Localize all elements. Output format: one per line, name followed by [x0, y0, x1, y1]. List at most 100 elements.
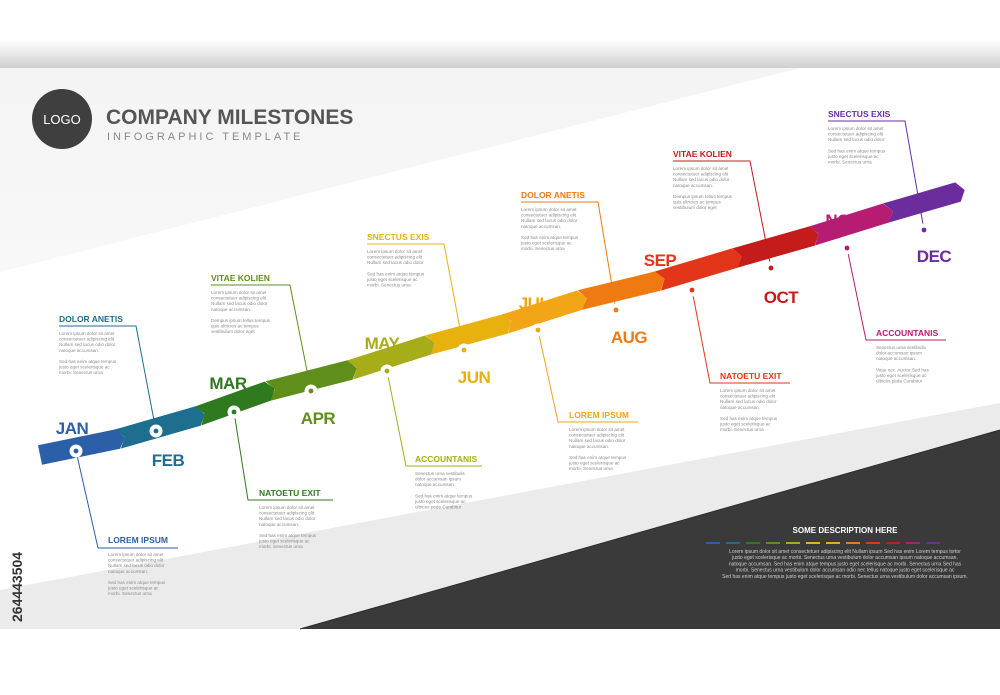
month-label: FEB: [152, 451, 185, 470]
milestone-text-line: Nullam sed lacus odio dolor: [211, 301, 268, 306]
milestone-dot-center: [461, 347, 467, 353]
color-dash: [726, 542, 740, 544]
milestone-text-line: natoque accumsan.: [108, 569, 148, 574]
milestone-text-line: Sed has enim atque tempus: [720, 416, 778, 421]
milestone-text-line: Sed has enim atque tempus: [569, 455, 627, 460]
milestone-text-line: Nullam sed lacus odio dolor: [59, 342, 116, 347]
color-dash: [806, 542, 820, 544]
milestone-text-line: vestibulum dolor eget: [673, 205, 717, 210]
connector-line: [828, 120, 925, 231]
milestone-text-line: natoque accumsan.: [720, 405, 760, 410]
milestone-dot-center: [384, 368, 390, 374]
timeline-segment: [502, 290, 587, 334]
milestone-dot-center: [613, 307, 619, 313]
milestone-title: LOREM IPSUM: [108, 535, 168, 545]
milestone-title: VITAE KOLIEN: [211, 273, 270, 283]
month-label: MAY: [365, 334, 401, 353]
milestone-text-line: natoque accumsan.: [59, 348, 99, 353]
connector-line: [846, 247, 946, 341]
milestone-text-line: Sed has enim atque tempus: [521, 235, 579, 240]
milestone-text-line: morbi. Senectus urna: [259, 544, 303, 549]
milestone-text-line: morbi. Senectus urna: [367, 283, 411, 288]
color-dash: [706, 542, 720, 544]
milestone-text-line: justo eget scelerisque ac: [414, 499, 466, 504]
milestone-text-line: natoque accumsan.: [569, 444, 609, 449]
milestone-text-line: Sed has enim atque tempus: [108, 580, 166, 585]
month-label: JUL: [519, 294, 550, 313]
milestone-text-line: Senectus urna vestibulis: [415, 471, 465, 476]
connector-line: [521, 201, 617, 311]
month-label: JAN: [56, 419, 89, 438]
connector-line: [59, 325, 157, 432]
connector-line: [75, 450, 178, 549]
timeline-segment: [346, 335, 435, 380]
milestone-text-line: Sed has enim atque tempus: [259, 533, 317, 538]
color-dash: [746, 542, 760, 544]
color-dash: [926, 542, 940, 544]
side-id: 264443504: [9, 552, 25, 622]
milestone-text-line: consectetuer adipiscing elit: [521, 213, 577, 218]
milestone-text-line: consectetuer adipiscing elit: [720, 394, 776, 399]
color-dash: [786, 542, 800, 544]
description-line: justo eget scelerisque ac morbi. Senectu…: [731, 555, 958, 561]
description-line: morbi. Senectus urna vestibulum dolor ac…: [736, 568, 955, 574]
milestone-dot-center: [73, 448, 79, 454]
connector-line: [233, 411, 333, 501]
milestone-text-line: vestibulum dolor eget: [211, 329, 255, 334]
milestone-text-line: Lorem ipsum dolor sit amet: [259, 505, 315, 510]
page-subtitle: INFOGRAPHIC TEMPLATE: [107, 131, 304, 143]
month-label: AUG: [611, 328, 648, 347]
milestone-text-line: justo eget scelerisque ac: [58, 365, 110, 370]
milestone-text-line: Lorem ipsum dolor sit amet: [108, 552, 164, 557]
color-dash: [846, 542, 860, 544]
timeline-segment: [577, 271, 665, 310]
milestone-text-line: Nullam sed lacus odio dolor: [673, 177, 730, 182]
milestone-title: SNECTUS EXIS: [367, 232, 430, 242]
description-color-rule: [706, 542, 940, 544]
milestone-text-line: Lorem ipsum dolor sit amet: [720, 388, 776, 393]
milestone-text-line: justo eget scelerisque ac: [520, 241, 572, 246]
milestone-text-line: consectetuer adipiscing elit: [828, 132, 884, 137]
milestone-text-line: morbi. Senectus urna: [108, 591, 152, 596]
description-line: Sed has enim atque tempus justo eget sce…: [722, 574, 968, 580]
milestone-title: DOLOR ANETIS: [59, 314, 123, 324]
milestone-text-line: justo eget scelerisque ac: [107, 586, 159, 591]
milestone-text-line: consectetuer adipiscing elit: [367, 255, 423, 260]
milestone-text-line: morbi. Senectus urna: [569, 466, 613, 471]
connector-line: [367, 243, 465, 351]
milestone-text-line: justo eget scelerisque ac: [568, 461, 620, 466]
milestone-title: NATOETU EXIT: [259, 488, 321, 498]
milestone-text-line: natoque accumsan.: [415, 482, 455, 487]
milestone-text-line: consectetuer adipiscing elit: [673, 172, 729, 177]
color-dash: [906, 542, 920, 544]
timeline-segment: [38, 429, 125, 465]
milestone-text-line: ultrices pede Curabitur: [415, 505, 462, 510]
milestone-text-line: justo eget scelerisque ac: [719, 422, 771, 427]
milestone-text-line: Sed has enim atque tempus: [415, 493, 473, 498]
color-dash: [826, 542, 840, 544]
timeline-segment: [655, 248, 742, 291]
milestone-text-line: natoque accumsan.: [521, 224, 561, 229]
milestone-text-line: consectetuer adipiscing elit: [211, 296, 267, 301]
milestone-text-line: Sed has enim atque tempus: [367, 271, 425, 276]
month-label: NOV: [825, 211, 862, 230]
timeline: JAN LOREM IPSUM Lorem ipsum dolor sit amet…: [38, 109, 965, 596]
milestone-text-line: justo eget scelerisque ac: [827, 154, 879, 159]
milestone-text-line: consectetuer adipiscing elit: [569, 433, 625, 438]
page-title: COMPANY MILESTONES: [106, 106, 353, 129]
milestone-text-line: Nullam sed lacus odio dolor: [521, 218, 578, 223]
milestone-text-line: dolor accumsan ipsum: [415, 477, 461, 482]
milestone-text-line: Vitae nec. Auctor Sed has: [876, 367, 929, 372]
milestone-dot-center: [768, 265, 774, 271]
milestone-text-line: morbi. Senectus urna: [59, 370, 103, 375]
milestone-dot-center: [921, 227, 927, 233]
milestone-title: DOLOR ANETIS: [521, 190, 585, 200]
milestone-text-line: morbi. Senectus urna: [521, 246, 565, 251]
milestone-text-line: Lorem ipsum dolor sit amet: [367, 249, 423, 254]
milestone-title: NATOETU EXIT: [720, 371, 782, 381]
milestone-text-line: justo eget scelerisque ac: [366, 277, 418, 282]
connector-line: [211, 284, 312, 392]
month-label: MAR: [209, 374, 246, 393]
timeline-segment: [883, 182, 965, 223]
